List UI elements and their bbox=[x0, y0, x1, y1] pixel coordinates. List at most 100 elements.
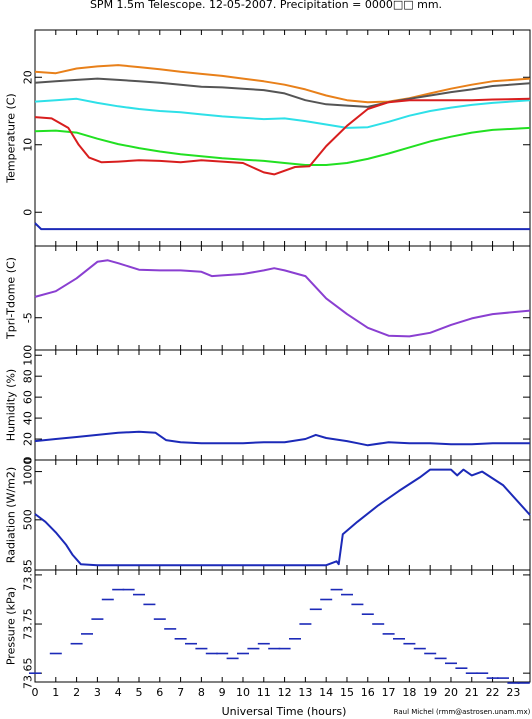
data-point bbox=[278, 647, 291, 650]
data-point bbox=[247, 647, 260, 650]
y-axis-title: Radiation (W/m2) bbox=[5, 467, 18, 563]
series-line-2 bbox=[34, 97, 531, 129]
y-tick-label: 500 bbox=[22, 509, 35, 530]
x-tick-label: 5 bbox=[135, 686, 142, 699]
data-point bbox=[226, 657, 239, 660]
series-line-3 bbox=[34, 126, 531, 166]
data-point bbox=[361, 613, 374, 615]
y-tick-label: 10 bbox=[21, 138, 34, 152]
data-point bbox=[486, 677, 499, 679]
y-tick-label: 73.75 bbox=[22, 608, 35, 640]
x-tick-label: 23 bbox=[506, 686, 520, 699]
data-point bbox=[507, 682, 520, 684]
data-point bbox=[49, 652, 62, 655]
x-tick-label: 18 bbox=[402, 686, 416, 699]
data-point bbox=[403, 642, 416, 645]
data-point bbox=[413, 647, 426, 650]
y-tick-label: 20 bbox=[22, 432, 35, 446]
data-point bbox=[299, 623, 312, 625]
data-point bbox=[91, 618, 104, 620]
x-tick-label: 16 bbox=[361, 686, 375, 699]
y-axis-title: Tpri-Tdome (C) bbox=[5, 257, 18, 340]
data-point bbox=[455, 667, 468, 669]
data-point bbox=[195, 647, 208, 650]
x-tick-label: 14 bbox=[319, 686, 333, 699]
x-tick-label: 15 bbox=[340, 686, 354, 699]
data-point bbox=[445, 662, 457, 665]
y-tick-label: 73.85 bbox=[22, 559, 35, 591]
y-tick-label: 60 bbox=[22, 390, 35, 404]
data-point bbox=[517, 682, 530, 684]
y-axis-title: Temperature (C) bbox=[5, 93, 18, 183]
x-tick-label: 21 bbox=[465, 686, 479, 699]
x-tick-label: 17 bbox=[382, 686, 396, 699]
x-tick-label: 2 bbox=[73, 686, 80, 699]
y-tick-label: 0 bbox=[22, 457, 35, 464]
data-point bbox=[143, 603, 156, 606]
panel-frame bbox=[34, 459, 531, 571]
y-axis-title: Pressure (kPa) bbox=[5, 587, 18, 665]
data-point bbox=[164, 628, 177, 630]
x-tick-label: 12 bbox=[278, 686, 292, 699]
data-point bbox=[434, 657, 447, 660]
x-tick-label: 13 bbox=[298, 686, 312, 699]
y-axis-title: Humidity (%) bbox=[5, 369, 18, 441]
data-point bbox=[101, 598, 114, 601]
data-point bbox=[70, 642, 83, 645]
series-line-0 bbox=[34, 259, 531, 338]
data-point bbox=[257, 642, 270, 645]
x-tick-label: 19 bbox=[423, 686, 437, 699]
data-point bbox=[351, 603, 364, 606]
data-point bbox=[424, 652, 437, 655]
data-point bbox=[289, 638, 301, 640]
data-point bbox=[320, 598, 333, 601]
y-tick-label: 40 bbox=[21, 411, 34, 425]
series-line-5 bbox=[34, 222, 530, 231]
x-tick-label: 9 bbox=[219, 686, 226, 699]
x-axis-tick-labels: 0 1 2 3 4 5 6 7 8 9 10 11 12 13 14 15 16 17 18 19 20 21 22 23 bbox=[32, 686, 521, 699]
data-point bbox=[372, 623, 385, 625]
panel-frame bbox=[34, 569, 531, 683]
data-point bbox=[476, 672, 489, 674]
x-tick-label: 22 bbox=[486, 686, 500, 699]
x-tick-label: 0 bbox=[32, 686, 39, 699]
data-point bbox=[237, 652, 249, 655]
data-point bbox=[153, 618, 166, 620]
panel-2: 0 20 40 60 80 100 Humidity (%) bbox=[5, 345, 531, 464]
x-tick-label: 7 bbox=[177, 686, 184, 699]
y-tick-label: 100 bbox=[22, 345, 35, 366]
x-tick-label: 4 bbox=[115, 686, 122, 699]
data-point bbox=[268, 647, 281, 650]
author-credit: Raul Michel (rmm@astrosen.unam.mx) bbox=[394, 708, 531, 716]
data-point bbox=[29, 672, 41, 674]
data-point bbox=[341, 593, 353, 596]
data-point bbox=[330, 588, 343, 591]
y-tick-label: 80 bbox=[21, 369, 34, 383]
data-point bbox=[216, 652, 229, 655]
data-point bbox=[185, 642, 197, 645]
data-point bbox=[309, 608, 322, 611]
data-point bbox=[205, 652, 218, 655]
series-line-0 bbox=[34, 430, 530, 447]
x-tick-label: 3 bbox=[94, 686, 101, 699]
data-point bbox=[122, 588, 135, 591]
panel-1: -5 Tpri-Tdome (C) bbox=[5, 245, 531, 351]
x-tick-label: 1 bbox=[52, 686, 59, 699]
x-tick-label: 8 bbox=[198, 686, 205, 699]
chart-title: SPM 1.5m Telescope. 12-05-2007. Precipit… bbox=[90, 0, 442, 11]
series-line-4 bbox=[34, 97, 531, 176]
data-point bbox=[393, 638, 405, 640]
data-point bbox=[382, 633, 395, 635]
y-tick-label: 1000 bbox=[21, 458, 34, 486]
y-tick-label: 0 bbox=[21, 209, 34, 216]
x-tick-label: 20 bbox=[444, 686, 458, 699]
x-axis-title: Universal Time (hours) bbox=[222, 705, 347, 718]
data-point bbox=[81, 633, 93, 635]
panel-frame bbox=[34, 29, 531, 247]
panel-4: 73.65 73.75 73.85 Pressure (kPa) bbox=[5, 559, 531, 689]
y-tick-label: 20 bbox=[21, 70, 34, 84]
